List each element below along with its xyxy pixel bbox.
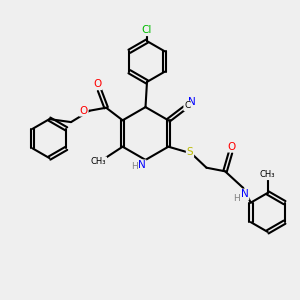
Text: H: H [131,162,137,171]
Text: C: C [184,101,190,110]
Text: CH₃: CH₃ [260,170,275,179]
Text: O: O [228,142,236,152]
Text: O: O [80,106,88,116]
Text: Cl: Cl [142,25,152,35]
Text: H: H [233,194,240,203]
Text: N: N [138,160,146,170]
Text: O: O [93,79,102,89]
Text: CH₃: CH₃ [91,157,106,166]
Text: S: S [187,147,193,157]
Text: N: N [241,189,248,200]
Text: N: N [188,97,196,107]
